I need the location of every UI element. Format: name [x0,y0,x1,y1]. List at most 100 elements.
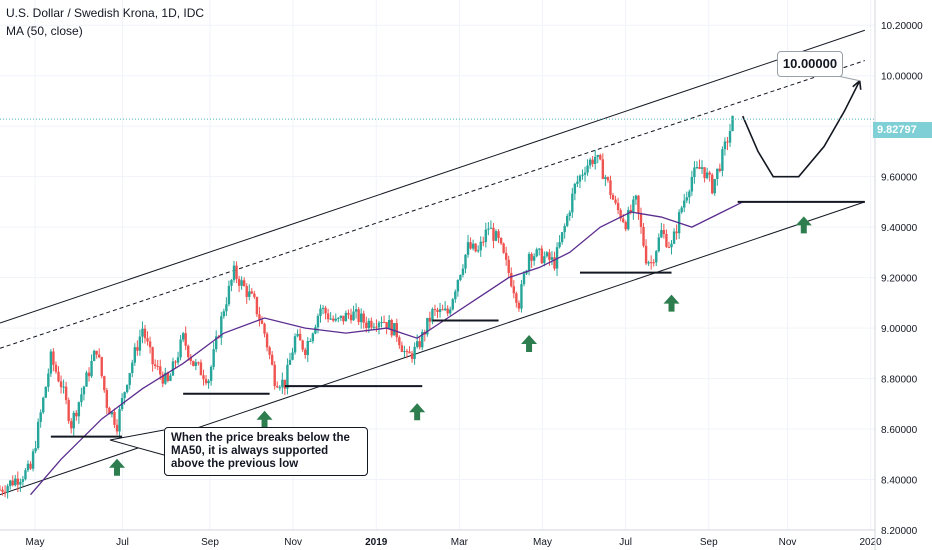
x-tick-label: May [533,537,552,548]
candle-body [517,302,521,309]
candle-body [316,315,320,328]
candle-body [433,309,437,311]
candle-body [306,341,309,355]
candle-body [476,250,480,252]
candle-body [199,362,203,376]
candle-body [90,361,93,377]
candle-body [326,313,330,320]
candle-body [375,326,378,328]
candle-body [204,379,208,384]
candle-body [413,346,416,359]
candle-body [632,199,635,213]
candle-body [67,400,70,422]
candle-body [629,210,633,213]
candle-body [494,231,498,241]
candle-body [52,351,55,365]
candle-body [400,345,404,352]
candle-body [639,213,643,227]
candle-body [492,227,495,241]
candle-body [703,167,706,179]
candle-body [29,463,32,469]
candle-body [443,308,447,311]
candle-body [82,386,86,395]
candle-body [296,333,299,337]
candle-body [520,284,523,309]
candle-body [426,317,429,335]
candle-body [202,375,205,380]
candle-body [209,366,213,381]
candle-body [268,347,271,355]
x-tick-label: Nov [284,537,302,548]
candle-body [670,243,673,248]
candle-body [705,172,709,179]
candle-body [390,319,393,336]
candle-body [731,115,734,132]
candle-body [304,349,307,355]
candle-body [138,336,142,351]
target-label: 10.00000 [777,51,843,77]
candle-body [143,328,147,339]
candle-body [115,424,119,432]
candle-body [512,286,516,294]
channel-mid [0,60,865,349]
candle-body [461,268,465,275]
candle-body [273,364,276,387]
candle-body [240,280,243,286]
candle-body [131,362,134,374]
candle-body [166,372,170,381]
x-tick-label: Sep [201,537,219,548]
candle-body [222,311,226,317]
candle-body [220,316,223,338]
support-lines [50,200,865,438]
candle-body [454,291,457,300]
candle-body [298,333,302,341]
channel-upper [0,29,865,324]
candle-body [6,485,9,493]
candle-body [418,341,421,348]
candle-body [466,242,470,255]
candle-body [72,412,75,429]
candle-body [110,412,114,415]
candle-body [1,489,4,492]
up-arrow-icon [409,403,426,421]
candle-body [609,180,612,195]
candle-body [449,309,452,314]
candle-body [438,309,442,313]
candle-body [281,379,284,388]
candle-body [286,364,289,389]
candle-body [362,313,365,323]
x-tick-label: Jul [116,537,129,548]
candle-body [594,156,597,164]
candle-body [49,351,53,374]
candle-body [573,183,577,194]
candle-body [683,200,686,208]
candle-body [207,380,210,384]
candle-body [548,252,551,260]
candle-body [459,274,462,281]
candle-body [721,149,724,171]
candle-body [118,409,121,432]
candle-body [502,243,505,253]
candle-body [370,320,373,328]
candle-body [357,309,360,323]
candle-body [332,318,335,321]
candle-body [393,323,396,336]
candle-body [415,341,419,347]
candle-body [260,320,264,324]
candle-body [176,357,180,363]
candle-body [583,172,587,175]
candle-body [189,357,192,361]
candle-body [680,207,683,213]
candle-body [314,327,317,334]
candle-body [276,386,279,388]
candle-body [148,341,152,348]
candle-body [685,197,688,201]
candle-body [451,299,454,310]
candle-body [16,478,20,485]
candle-body [606,177,610,181]
candle-body [319,308,322,316]
candle-body [87,372,91,377]
channel-lower [0,201,865,496]
up-arrow-icon [795,216,812,234]
